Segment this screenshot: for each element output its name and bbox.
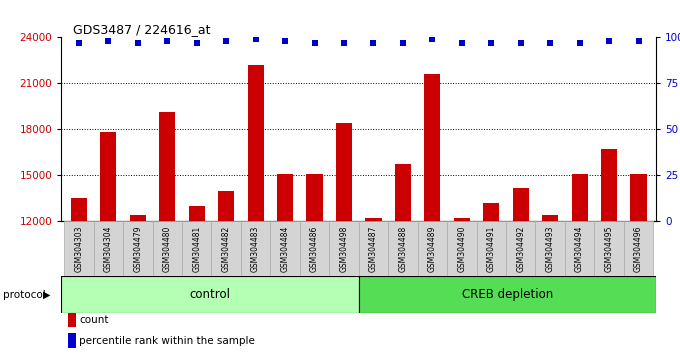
Bar	[159, 112, 175, 354]
Point	[397, 40, 408, 46]
Text: GSM304481: GSM304481	[192, 225, 201, 272]
Bar	[624, 221, 653, 276]
Text: GDS3487 / 224616_at: GDS3487 / 224616_at	[73, 23, 211, 36]
Bar	[447, 221, 477, 276]
Point	[250, 36, 261, 42]
Point	[162, 38, 173, 44]
Bar	[300, 221, 329, 276]
Bar	[506, 221, 535, 276]
Bar	[336, 123, 352, 354]
Point	[73, 40, 84, 46]
Point	[515, 40, 526, 46]
Text: GSM304486: GSM304486	[310, 225, 319, 272]
Text: GSM304490: GSM304490	[457, 225, 466, 272]
Point	[191, 40, 202, 46]
Bar	[594, 221, 624, 276]
Bar	[123, 221, 152, 276]
Bar	[61, 276, 358, 313]
Point	[545, 40, 556, 46]
Bar	[271, 221, 300, 276]
Bar	[483, 203, 499, 354]
Text: GSM304493: GSM304493	[545, 225, 555, 272]
Bar	[630, 174, 647, 354]
Bar	[277, 174, 293, 354]
Bar	[358, 276, 656, 313]
Point	[221, 38, 232, 44]
Bar	[152, 221, 182, 276]
Text: GSM304491: GSM304491	[487, 225, 496, 272]
Text: GSM304480: GSM304480	[163, 225, 172, 272]
Point	[456, 40, 467, 46]
Text: percentile rank within the sample: percentile rank within the sample	[79, 336, 255, 346]
Bar	[571, 174, 588, 354]
Text: CREB depletion: CREB depletion	[462, 288, 553, 301]
Bar	[130, 215, 146, 354]
Bar	[395, 165, 411, 354]
Point	[427, 36, 438, 42]
Bar	[64, 221, 94, 276]
Point	[604, 38, 615, 44]
Bar	[211, 221, 241, 276]
Bar	[100, 132, 116, 354]
Text: GSM304483: GSM304483	[251, 225, 260, 272]
Bar	[601, 149, 617, 354]
Text: GSM304498: GSM304498	[339, 225, 348, 272]
Bar	[454, 218, 470, 354]
Bar	[307, 174, 322, 354]
Text: GSM304492: GSM304492	[516, 225, 525, 272]
Bar	[329, 221, 358, 276]
Text: control: control	[190, 288, 231, 301]
Bar	[513, 188, 529, 354]
Text: count: count	[79, 315, 108, 325]
Bar	[71, 198, 87, 354]
Text: GSM304496: GSM304496	[634, 225, 643, 272]
Bar	[358, 221, 388, 276]
Point	[486, 40, 496, 46]
Text: GSM304494: GSM304494	[575, 225, 584, 272]
Bar	[218, 190, 234, 354]
Bar	[188, 206, 205, 354]
Text: ▶: ▶	[42, 290, 50, 300]
Point	[279, 38, 290, 44]
Text: protocol: protocol	[3, 290, 46, 300]
Text: GSM304304: GSM304304	[104, 225, 113, 272]
Bar	[182, 221, 211, 276]
Point	[368, 40, 379, 46]
Text: GSM304488: GSM304488	[398, 225, 407, 272]
Text: GSM304489: GSM304489	[428, 225, 437, 272]
Text: GSM304482: GSM304482	[222, 225, 231, 272]
Text: GSM304479: GSM304479	[133, 225, 142, 272]
Text: GSM304484: GSM304484	[281, 225, 290, 272]
Point	[133, 40, 143, 46]
Text: GSM304495: GSM304495	[605, 225, 613, 272]
Point	[103, 38, 114, 44]
Bar	[565, 221, 594, 276]
Point	[574, 40, 585, 46]
Bar	[94, 221, 123, 276]
Text: GSM304303: GSM304303	[74, 225, 84, 272]
Bar	[477, 221, 506, 276]
Bar	[418, 221, 447, 276]
Bar	[365, 218, 381, 354]
Point	[339, 40, 350, 46]
Bar	[535, 221, 565, 276]
Text: GSM304487: GSM304487	[369, 225, 378, 272]
Point	[309, 40, 320, 46]
Bar	[248, 65, 264, 354]
Bar	[424, 74, 441, 354]
Bar	[388, 221, 418, 276]
Bar	[542, 215, 558, 354]
Bar	[241, 221, 271, 276]
Point	[633, 38, 644, 44]
